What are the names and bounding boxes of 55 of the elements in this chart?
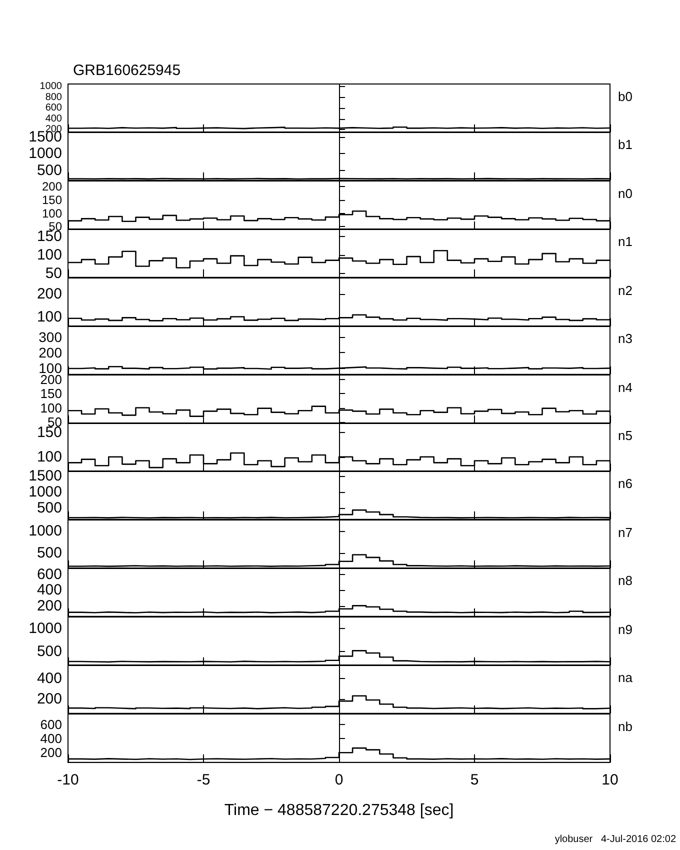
y-tick-label: 400 — [40, 730, 62, 746]
y-tick-label: 200 — [40, 744, 62, 760]
y-tick-label: 600 — [45, 102, 62, 114]
y-tick-label: 200 — [42, 179, 62, 194]
y-tick-label: 200 — [36, 285, 62, 302]
y-tick-label: 1000 — [40, 81, 62, 92]
text: ylobuser 4-Jul-2016 02:02 — [554, 833, 676, 844]
text: n5 — [618, 428, 632, 443]
text: n8 — [618, 573, 632, 588]
y-tick-label: 100 — [36, 308, 62, 326]
text: n1 — [618, 234, 632, 250]
x-tick-label: -5 — [196, 770, 210, 788]
y-tick-label: 500 — [36, 162, 62, 180]
x-tick-label: 10 — [602, 770, 618, 788]
text: n0 — [618, 186, 632, 201]
y-tick-label: 1000 — [28, 484, 62, 501]
y-tick-label: 100 — [36, 246, 62, 264]
text: n3 — [618, 331, 632, 346]
y-tick-label: 500 — [36, 642, 62, 660]
y-tick-label: 100 — [40, 400, 62, 415]
y-tick-label: 1000 — [28, 620, 62, 637]
x-tick-label: 5 — [470, 770, 479, 788]
text: n4 — [618, 380, 632, 395]
y-tick-label: 800 — [45, 92, 62, 103]
text: n9 — [618, 622, 632, 637]
y-tick-label: 600 — [40, 716, 62, 732]
text: n2 — [618, 282, 632, 298]
text: na — [618, 670, 634, 686]
x-tick-label: 0 — [334, 770, 344, 788]
y-tick-label: 500 — [36, 500, 62, 518]
y-tick-label: 1000 — [28, 522, 62, 540]
y-tick-label: 400 — [36, 670, 62, 688]
y-tick-label: 150 — [40, 386, 62, 401]
chart-title: GRB160625945 — [73, 62, 181, 79]
text: n7 — [618, 524, 632, 540]
y-tick-label: 500 — [36, 544, 62, 562]
y-tick-label: 200 — [36, 690, 62, 708]
x-tick-label: -10 — [57, 770, 79, 788]
text: b1 — [618, 137, 632, 152]
x-axis-title: Time − 488587220.275348 [sec] — [224, 801, 454, 818]
y-tick-label: 200 — [38, 344, 62, 361]
y-tick-label: 100 — [42, 206, 62, 220]
y-tick-label: 50 — [45, 265, 62, 282]
y-tick-label: 1000 — [28, 146, 62, 163]
y-tick-label: 1500 — [28, 468, 62, 485]
text: b0 — [618, 89, 632, 104]
y-tick-label: 100 — [36, 448, 62, 466]
y-tick-label: 400 — [36, 582, 62, 600]
y-tick-label: 300 — [38, 329, 62, 346]
text: nb — [618, 718, 632, 734]
y-tick-label: 150 — [42, 192, 62, 207]
y-tick-label: 400 — [45, 113, 62, 124]
y-tick-label: 200 — [36, 598, 62, 615]
text: n6 — [618, 476, 632, 492]
y-tick-label: 600 — [36, 566, 62, 584]
